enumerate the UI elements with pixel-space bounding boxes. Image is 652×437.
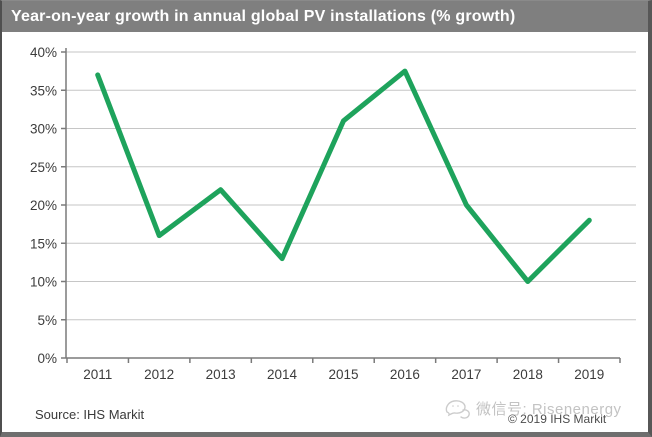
- xtick-label-2012: 2012: [144, 367, 174, 382]
- xtick-label-2015: 2015: [328, 367, 358, 382]
- xtick-label-2019: 2019: [574, 367, 604, 382]
- ytick-label-30: 30%: [30, 122, 57, 137]
- copyright-label: © 2019 IHS Markit: [508, 412, 607, 426]
- xtick-label-2018: 2018: [513, 367, 543, 382]
- xtick-label-2016: 2016: [390, 367, 420, 382]
- plot-area: 0% 5% 10% 15% 20% 25% 30% 35% 40% 2011 2012 2013 201…: [2, 32, 648, 400]
- ytick-label-5: 5%: [37, 313, 57, 328]
- source-label: Source: IHS Markit: [35, 407, 145, 422]
- ytick-label-15: 15%: [30, 236, 57, 251]
- ytick-label-25: 25%: [30, 160, 57, 175]
- xtick-label-2013: 2013: [206, 367, 236, 382]
- ytick-label-10: 10%: [30, 275, 57, 290]
- chart-title-bar: Year-on-year growth in annual global PV …: [2, 1, 648, 32]
- ytick-label-40: 40%: [30, 45, 57, 60]
- xtick-label-2011: 2011: [83, 367, 112, 382]
- watermark-wechat-id: 微信号: Risenenergy: [476, 401, 622, 418]
- ytick-label-20: 20%: [30, 198, 57, 213]
- xtick-label-2017: 2017: [451, 367, 481, 382]
- xtick-label-2014: 2014: [267, 367, 298, 382]
- growth-line-series: [95, 68, 592, 284]
- wechat-sketch-logo-icon: [445, 400, 470, 419]
- ytick-label-35: 35%: [30, 83, 57, 98]
- ytick-label-0: 0%: [37, 351, 57, 366]
- line-chart: 0% 5% 10% 15% 20% 25% 30% 35% 40% 2011 2012 2013 201…: [30, 45, 636, 382]
